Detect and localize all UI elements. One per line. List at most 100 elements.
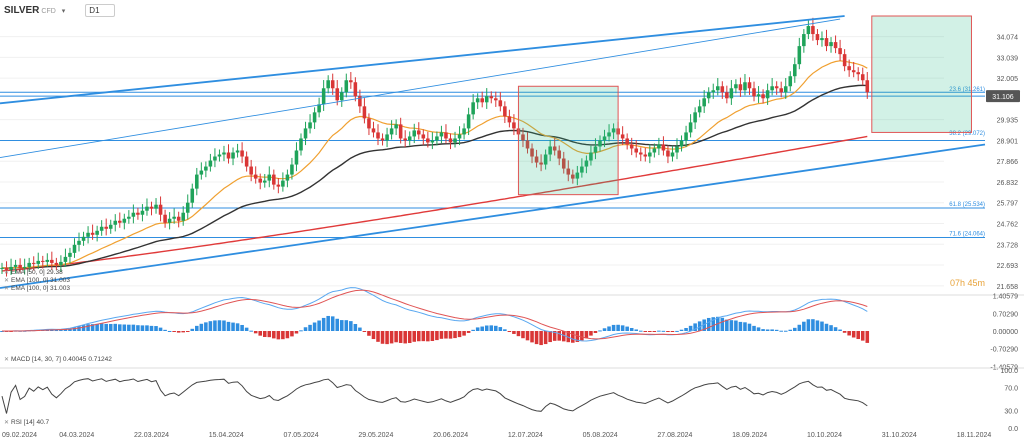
macd-histogram-bar (788, 329, 793, 331)
macd-histogram-bar (530, 331, 534, 343)
fib-label: 38.2 (29.072) (949, 131, 985, 137)
y-tick-label: 22.693 (997, 263, 1019, 270)
macd-histogram-bar (498, 327, 503, 331)
macd-histogram-bar (426, 331, 430, 342)
macd-histogram-bar (770, 329, 774, 331)
macd-histogram-bar (167, 330, 172, 332)
macd-histogram-bar (99, 323, 104, 331)
candle (253, 174, 258, 179)
candle (679, 140, 684, 147)
close-icon[interactable]: ✕ (4, 278, 10, 284)
candle (4, 267, 9, 270)
candle (484, 96, 489, 103)
macd-histogram-bar (783, 330, 788, 332)
candle (317, 104, 321, 113)
macd-histogram-bar (389, 331, 394, 344)
macd-histogram-bar (648, 331, 652, 332)
y-tick-label: 23.728 (997, 242, 1019, 249)
macd-histogram-bar (638, 330, 643, 332)
x-tick-label: 15.04.2024 (209, 432, 244, 439)
macd-histogram-bar (711, 317, 716, 331)
macd-histogram-bar (371, 331, 376, 340)
macd-histogram-bar (208, 321, 213, 331)
candle (607, 132, 611, 137)
macd-histogram-bar (72, 327, 77, 331)
macd-histogram-bar (149, 325, 154, 331)
candle (136, 212, 140, 215)
macd-histogram-bar (593, 331, 598, 333)
macd-histogram-bar (525, 331, 530, 341)
candle (0, 267, 4, 269)
rsi-tick-label: 70.0 (1004, 385, 1018, 392)
macd-histogram-bar (407, 331, 412, 344)
macd-histogram-bar (326, 315, 330, 331)
candle (783, 86, 788, 93)
macd-histogram-bar (697, 321, 702, 331)
macd-histogram-bar (131, 324, 136, 331)
candle (235, 150, 240, 153)
candle (213, 156, 217, 161)
x-axis-ticks: 09.02.2024 04.03.2024 22.03.2024 15.04.2024… (2, 432, 991, 439)
candle (765, 90, 770, 99)
candle (543, 154, 548, 165)
candle (842, 54, 847, 67)
macd-histogram-bar (95, 323, 99, 331)
symbol-name[interactable]: SILVER CFD (4, 5, 56, 16)
macd-histogram-bar (380, 331, 385, 344)
candle (172, 216, 176, 219)
timeframe-select[interactable]: D1 (85, 4, 116, 17)
macd-histogram-bar (702, 319, 706, 331)
macd-histogram-bar (176, 331, 181, 333)
close-icon[interactable]: ✕ (4, 286, 10, 292)
macd-histogram-bar (521, 331, 525, 339)
candle (217, 154, 222, 157)
candle (865, 80, 870, 93)
rsi-line (1, 378, 868, 414)
close-icon[interactable]: ✕ (4, 357, 10, 363)
macd-histogram-bar (561, 331, 566, 342)
macd-histogram-bar (765, 329, 770, 331)
candle (367, 118, 371, 129)
macd-histogram-bar (362, 331, 367, 332)
chevron-down-icon[interactable]: ▾ (61, 7, 66, 15)
macd-histogram-bar (616, 324, 620, 331)
candle (448, 138, 453, 143)
candle (761, 94, 765, 99)
macd-histogram-bar (253, 331, 258, 334)
macd-histogram-bar (421, 331, 426, 342)
close-icon[interactable]: ✕ (4, 420, 10, 426)
macd-histogram-bar (344, 320, 349, 331)
candle (394, 124, 398, 129)
macd-histogram-bar (629, 327, 634, 331)
candle (149, 206, 154, 209)
close-icon[interactable]: ✕ (4, 270, 10, 276)
macd-histogram-bar (811, 319, 815, 331)
candle (398, 124, 403, 139)
candle (385, 134, 389, 141)
candle (525, 140, 530, 149)
x-tick-label: 05.08.2024 (583, 432, 618, 439)
candle (118, 220, 122, 223)
candle (208, 160, 213, 167)
consolidation-box (871, 15, 972, 133)
candle (530, 148, 534, 157)
macd-histogram-bar (743, 322, 747, 331)
candle (321, 88, 326, 105)
x-tick-label: 22.03.2024 (134, 432, 169, 439)
macd-histogram-bar (113, 323, 118, 331)
candle (462, 128, 466, 135)
candle (512, 122, 516, 129)
macd-histogram-bar (235, 323, 240, 331)
macd-histogram-bar (312, 322, 317, 331)
macd-histogram-bar (376, 331, 380, 342)
candle (104, 226, 108, 229)
candle (561, 158, 566, 169)
macd-histogram-bar (281, 331, 285, 340)
candle (539, 162, 543, 165)
macd-histogram-bar (720, 317, 725, 331)
macd-histogram-bar (679, 329, 684, 331)
candle (158, 204, 163, 215)
macd-histogram-bar (847, 331, 851, 336)
